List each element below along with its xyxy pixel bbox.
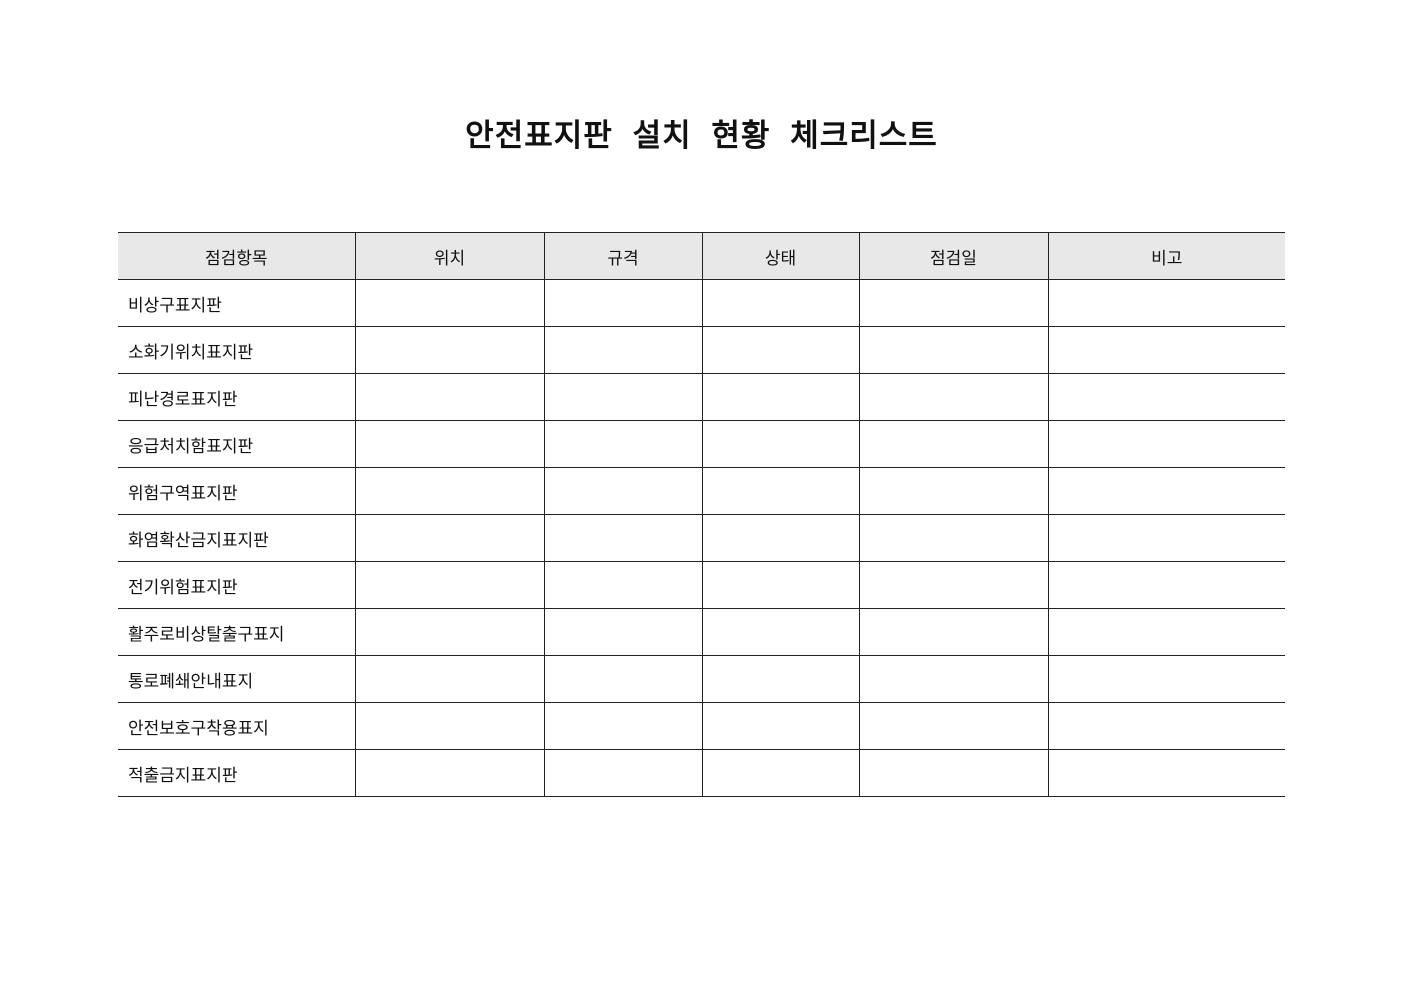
remarks-cell[interactable] xyxy=(1047,608,1285,656)
table-row: 안전보호구착용표지 xyxy=(118,702,1285,750)
remarks-cell[interactable] xyxy=(1047,326,1285,374)
item-name-cell: 활주로비상탈출구표지 xyxy=(118,608,355,656)
item-name-cell: 적출금지표지판 xyxy=(118,749,355,797)
item-name-cell: 소화기위치표지판 xyxy=(118,326,355,374)
table-row: 적출금지표지판 xyxy=(118,749,1285,797)
remarks-cell[interactable] xyxy=(1047,420,1285,468)
spec-cell[interactable] xyxy=(543,467,702,515)
status-cell[interactable] xyxy=(701,467,859,515)
remarks-cell[interactable] xyxy=(1047,279,1285,327)
inspection-date-cell[interactable] xyxy=(858,561,1048,609)
inspection-date-cell[interactable] xyxy=(858,326,1048,374)
spec-cell[interactable] xyxy=(543,373,702,421)
page-title: 안전표지판 설치 현황 체크리스트 xyxy=(465,118,938,154)
status-cell[interactable] xyxy=(701,514,859,562)
item-name-cell: 전기위험표지판 xyxy=(118,561,355,609)
header-row: 점검항목 위치 규격 상태 점검일 비고 xyxy=(118,232,1285,280)
header-status: 상태 xyxy=(701,232,859,280)
table-row: 위험구역표지판 xyxy=(118,467,1285,515)
inspection-date-cell[interactable] xyxy=(858,749,1048,797)
item-name-cell: 응급처치함표지판 xyxy=(118,420,355,468)
remarks-cell[interactable] xyxy=(1047,561,1285,609)
remarks-cell[interactable] xyxy=(1047,467,1285,515)
table-row: 응급처치함표지판 xyxy=(118,420,1285,468)
status-cell[interactable] xyxy=(701,561,859,609)
item-name-cell: 안전보호구착용표지 xyxy=(118,702,355,750)
status-cell[interactable] xyxy=(701,749,859,797)
item-name-cell: 위험구역표지판 xyxy=(118,467,355,515)
location-cell[interactable] xyxy=(354,655,544,703)
inspection-date-cell[interactable] xyxy=(858,420,1048,468)
spec-cell[interactable] xyxy=(543,279,702,327)
header-item: 점검항목 xyxy=(118,232,355,280)
table-row: 화염확산금지표지판 xyxy=(118,514,1285,562)
inspection-date-cell[interactable] xyxy=(858,467,1048,515)
location-cell[interactable] xyxy=(354,467,544,515)
spec-cell[interactable] xyxy=(543,326,702,374)
spec-cell[interactable] xyxy=(543,655,702,703)
item-name-cell: 화염확산금지표지판 xyxy=(118,514,355,562)
status-cell[interactable] xyxy=(701,420,859,468)
spec-cell[interactable] xyxy=(543,749,702,797)
table-row: 피난경로표지판 xyxy=(118,373,1285,421)
spec-cell[interactable] xyxy=(543,561,702,609)
table-row: 활주로비상탈출구표지 xyxy=(118,608,1285,656)
header-inspection-date: 점검일 xyxy=(858,232,1048,280)
header-remarks: 비고 xyxy=(1047,232,1285,280)
status-cell[interactable] xyxy=(701,655,859,703)
spec-cell[interactable] xyxy=(543,608,702,656)
spec-cell[interactable] xyxy=(543,514,702,562)
inspection-date-cell[interactable] xyxy=(858,279,1048,327)
table-row: 통로폐쇄안내표지 xyxy=(118,655,1285,703)
remarks-cell[interactable] xyxy=(1047,514,1285,562)
location-cell[interactable] xyxy=(354,420,544,468)
remarks-cell[interactable] xyxy=(1047,655,1285,703)
location-cell[interactable] xyxy=(354,279,544,327)
status-cell[interactable] xyxy=(701,326,859,374)
location-cell[interactable] xyxy=(354,373,544,421)
inspection-date-cell[interactable] xyxy=(858,514,1048,562)
header-location: 위치 xyxy=(354,232,544,280)
item-name-cell: 피난경로표지판 xyxy=(118,373,355,421)
location-cell[interactable] xyxy=(354,326,544,374)
status-cell[interactable] xyxy=(701,279,859,327)
inspection-date-cell[interactable] xyxy=(858,608,1048,656)
status-cell[interactable] xyxy=(701,373,859,421)
inspection-date-cell[interactable] xyxy=(858,702,1048,750)
status-cell[interactable] xyxy=(701,702,859,750)
spec-cell[interactable] xyxy=(543,420,702,468)
table-row: 소화기위치표지판 xyxy=(118,326,1285,374)
location-cell[interactable] xyxy=(354,561,544,609)
status-cell[interactable] xyxy=(701,608,859,656)
location-cell[interactable] xyxy=(354,514,544,562)
location-cell[interactable] xyxy=(354,702,544,750)
remarks-cell[interactable] xyxy=(1047,702,1285,750)
location-cell[interactable] xyxy=(354,749,544,797)
location-cell[interactable] xyxy=(354,608,544,656)
item-name-cell: 통로폐쇄안내표지 xyxy=(118,655,355,703)
remarks-cell[interactable] xyxy=(1047,373,1285,421)
table-row: 비상구표지판 xyxy=(118,279,1285,327)
checklist-table: 점검항목 위치 규격 상태 점검일 비고 비상구표지판 소화기위치표지판 피난경로표… xyxy=(118,232,1285,797)
spec-cell[interactable] xyxy=(543,702,702,750)
table-row: 전기위험표지판 xyxy=(118,561,1285,609)
remarks-cell[interactable] xyxy=(1047,749,1285,797)
inspection-date-cell[interactable] xyxy=(858,655,1048,703)
inspection-date-cell[interactable] xyxy=(858,373,1048,421)
item-name-cell: 비상구표지판 xyxy=(118,279,355,327)
header-spec: 규격 xyxy=(543,232,702,280)
